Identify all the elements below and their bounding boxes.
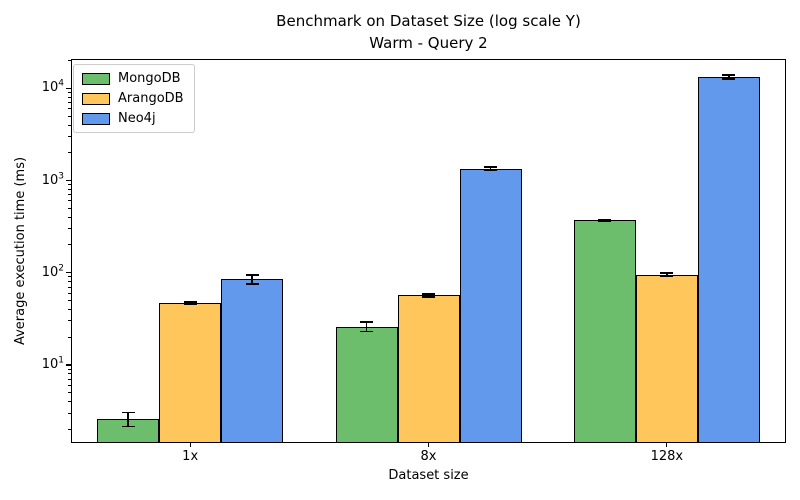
y-tick-1e1	[66, 364, 71, 366]
y-minor-tick	[68, 292, 71, 294]
errorbar-cap-top	[121, 411, 135, 414]
bar-mongodb-8x	[335, 326, 398, 443]
errorbar-cap-bottom	[422, 295, 435, 298]
errorbar-cap-top	[660, 272, 674, 275]
legend-entry-arangodb: ArangoDB	[82, 90, 186, 107]
y-minor-tick	[68, 60, 71, 62]
y-tick-label-1e3: 103	[41, 171, 64, 188]
y-minor-tick	[68, 216, 71, 218]
y-minor-tick	[68, 194, 71, 196]
y-minor-tick	[68, 136, 71, 138]
bar-arangodb-1x	[159, 302, 222, 443]
legend-entry-mongodb: MongoDB	[82, 70, 186, 87]
y-minor-tick	[68, 428, 71, 430]
bar-arangodb-128x	[635, 274, 698, 443]
bar-arangodb-8x	[397, 295, 460, 443]
y-tick-1e4	[66, 87, 71, 89]
chart-title-line2: Warm - Query 2	[369, 34, 488, 52]
errorbar-neo4j-1x	[251, 274, 254, 285]
legend-label: Neo4j	[118, 111, 156, 126]
y-minor-tick	[68, 378, 71, 380]
errorbar-cap-bottom	[121, 425, 135, 428]
x-tick-8x	[427, 443, 430, 447]
errorbar-cap-bottom	[245, 283, 259, 286]
errorbar-cap-top	[245, 273, 259, 276]
legend: MongoDB ArangoDB Neo4j	[73, 64, 195, 133]
bar-neo4j-128x	[697, 77, 760, 443]
y-tick-1e3	[66, 179, 71, 182]
errorbar-cap-top	[422, 292, 435, 295]
errorbar-cap-top	[598, 218, 612, 221]
x-tick-label-8x: 8x	[420, 449, 437, 464]
errorbar-cap-bottom	[660, 275, 674, 278]
y-minor-tick	[68, 200, 71, 202]
y-minor-tick	[68, 401, 71, 403]
errorbar-cap-top	[484, 165, 497, 168]
errorbar-arangodb-1x	[189, 301, 192, 305]
errorbar-neo4j-128x	[727, 75, 730, 80]
y-minor-tick	[68, 92, 71, 94]
errorbar-cap-top	[722, 74, 736, 77]
y-minor-tick	[68, 373, 71, 375]
legend-swatch-mongodb	[82, 72, 110, 85]
y-minor-tick	[68, 336, 71, 338]
errorbar-cap-bottom	[183, 303, 197, 306]
errorbar-mongodb-8x	[365, 322, 368, 332]
errorbar-neo4j-8x	[489, 166, 492, 171]
y-minor-tick	[68, 188, 71, 190]
bar-neo4j-1x	[221, 279, 284, 443]
chart-title-line1: Benchmark on Dataset Size (log scale Y)	[276, 12, 581, 30]
y-minor-tick	[68, 228, 71, 230]
y-minor-tick	[68, 308, 71, 310]
legend-swatch-arangodb	[82, 92, 110, 105]
y-minor-tick	[68, 276, 71, 278]
y-tick-label-1e2: 102	[41, 263, 64, 280]
y-minor-tick	[68, 392, 71, 394]
x-tick-label-1x: 1x	[182, 449, 199, 464]
y-minor-tick	[68, 108, 71, 110]
y-tick-label-1e4: 104	[41, 78, 64, 96]
legend-entry-neo4j: Neo4j	[82, 110, 186, 127]
y-minor-tick	[68, 115, 71, 117]
y-minor-tick	[68, 384, 71, 386]
y-minor-tick	[68, 96, 71, 98]
y-minor-tick	[68, 102, 71, 104]
errorbar-cap-top	[183, 300, 197, 303]
errorbar-cap-bottom	[484, 169, 497, 172]
legend-swatch-neo4j	[82, 112, 110, 125]
chart-title: Benchmark on Dataset Size (log scale Y) …	[71, 10, 786, 54]
y-minor-tick	[68, 286, 71, 288]
x-tick-label-128x: 128x	[650, 449, 684, 464]
y-minor-tick	[68, 124, 71, 126]
legend-label: ArangoDB	[118, 91, 184, 106]
bar-neo4j-8x	[459, 168, 522, 443]
errorbar-arangodb-128x	[665, 273, 668, 277]
y-tick-label-1e1: 101	[41, 355, 64, 372]
errorbar-mongodb-1x	[127, 412, 130, 427]
y-minor-tick	[68, 244, 71, 246]
y-minor-tick	[68, 281, 71, 283]
y-minor-tick	[68, 207, 71, 209]
errorbar-arangodb-8x	[427, 293, 430, 297]
y-tick-1e2	[66, 272, 71, 274]
bar-mongodb-128x	[573, 220, 636, 443]
y-minor-tick	[68, 368, 71, 370]
y-minor-tick	[68, 412, 71, 414]
x-tick-128x	[666, 443, 668, 447]
errorbar-cap-bottom	[360, 330, 373, 333]
x-axis-label: Dataset size	[388, 468, 469, 483]
y-minor-tick	[68, 299, 71, 301]
y-minor-tick	[68, 320, 71, 322]
errorbar-cap-bottom	[598, 220, 612, 223]
x-tick-1x	[189, 443, 191, 447]
errorbar-cap-bottom	[722, 78, 736, 81]
y-minor-tick	[68, 184, 71, 186]
legend-label: MongoDB	[118, 71, 181, 86]
errorbar-cap-top	[360, 321, 373, 324]
y-minor-tick	[68, 152, 71, 154]
